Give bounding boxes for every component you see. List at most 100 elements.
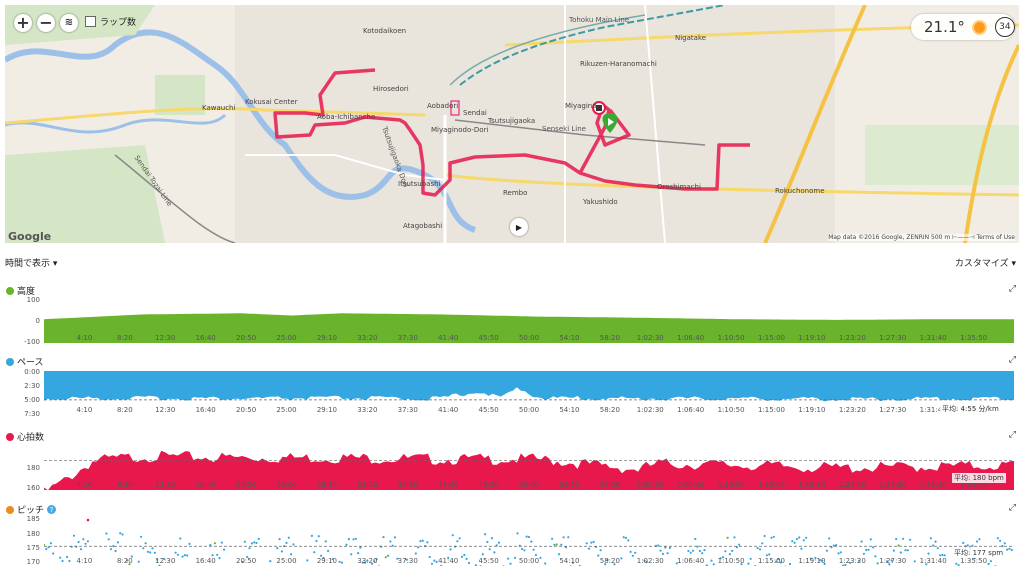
cadence-point bbox=[721, 556, 725, 559]
cadence-point bbox=[860, 540, 863, 543]
help-icon[interactable]: ? bbox=[47, 505, 57, 514]
x-tick-label: 1:02:30 bbox=[637, 406, 664, 414]
x-tick-label: 33:20 bbox=[357, 406, 377, 414]
cadence-point bbox=[387, 554, 390, 557]
google-logo: Google bbox=[8, 230, 52, 243]
x-tick-label: 1:23:20 bbox=[839, 481, 866, 489]
x-tick-label: 16:40 bbox=[196, 334, 216, 342]
cadence-point bbox=[936, 547, 939, 550]
heart-rate-ytick: 160 bbox=[26, 484, 40, 492]
heart-rate-average-label: 平均: 180 bpm bbox=[952, 473, 1006, 483]
cadence-point bbox=[740, 563, 743, 566]
x-tick-label: 50:00 bbox=[519, 334, 539, 342]
elevation-ytick: 100 bbox=[26, 296, 40, 304]
cadence-chart[interactable]: 4:10 8:20 12:30 16:40 20:50 25:00 29:10 33:20 37… bbox=[44, 518, 1014, 566]
cadence-ytick: 185 bbox=[26, 515, 40, 523]
cadence-point bbox=[874, 555, 877, 558]
cadence-point bbox=[966, 544, 969, 547]
zoom-in-button[interactable]: + bbox=[14, 14, 32, 32]
cadence-point bbox=[352, 538, 355, 541]
cadence-point bbox=[139, 535, 143, 538]
cadence-point bbox=[895, 537, 898, 541]
sun-icon bbox=[973, 21, 985, 33]
cadence-point bbox=[66, 555, 69, 559]
cadence-point bbox=[176, 553, 180, 556]
elevation-expand-icon[interactable]: ⤢ bbox=[1008, 284, 1016, 294]
cadence-point bbox=[130, 555, 133, 558]
layers-button[interactable]: ≋ bbox=[60, 14, 78, 32]
cadence-point bbox=[340, 561, 343, 564]
cadence-point bbox=[345, 543, 348, 546]
cadence-panel-title: ピッチ ? bbox=[6, 503, 57, 516]
cadence-point bbox=[962, 541, 965, 544]
cadence-point bbox=[768, 553, 771, 556]
heart-rate-expand-icon[interactable]: ⤢ bbox=[1008, 430, 1016, 440]
cadence-point bbox=[331, 558, 334, 561]
cadence-point bbox=[1006, 548, 1009, 551]
cadence-point bbox=[754, 565, 757, 566]
cadence-point bbox=[560, 543, 563, 546]
cadence-point bbox=[731, 549, 734, 552]
lap-toggle-label: ラップ数 bbox=[100, 18, 137, 28]
cadence-point bbox=[451, 534, 454, 537]
pace-ytick: 0:00 bbox=[24, 368, 40, 376]
layers-icon: ≋ bbox=[64, 17, 74, 28]
cadence-point bbox=[888, 563, 891, 566]
cadence-point bbox=[987, 562, 990, 565]
pace-expand-icon[interactable]: ⤢ bbox=[1008, 355, 1016, 365]
x-tick-label: 33:20 bbox=[357, 334, 377, 342]
zoom-out-button[interactable]: − bbox=[37, 14, 55, 32]
route-map[interactable]: + − ≋ ラップ数 21.1° 34 Kotodaikoen Hirosedo… bbox=[5, 5, 1019, 243]
lap-checkbox[interactable] bbox=[85, 16, 96, 27]
cadence-point bbox=[493, 551, 496, 554]
cadence-point bbox=[458, 537, 461, 540]
cadence-point bbox=[243, 540, 246, 543]
x-tick-label: 45:50 bbox=[478, 334, 498, 342]
x-tick-label: 37:30 bbox=[398, 406, 418, 414]
cadence-point bbox=[290, 553, 293, 556]
heart-rate-dot-icon bbox=[6, 432, 14, 441]
cadence-point bbox=[555, 543, 558, 546]
heart-rate-chart[interactable]: 4:10 8:20 12:30 16:40 20:50 25:00 29:10 33:20 37… bbox=[44, 446, 1014, 490]
x-tick-label: 1:31:40 bbox=[920, 334, 947, 342]
cadence-point bbox=[661, 552, 665, 555]
x-tick-label: 58:20 bbox=[600, 406, 620, 414]
x-tick-label: 20:50 bbox=[236, 481, 256, 489]
cadence-point bbox=[534, 553, 537, 557]
cadence-point bbox=[728, 553, 732, 556]
series-area bbox=[44, 313, 1014, 343]
x-tick-label: 1:10:50 bbox=[718, 557, 745, 565]
lap-toggle[interactable]: ラップ数 bbox=[85, 15, 136, 28]
cadence-point bbox=[532, 548, 535, 551]
cadence-point bbox=[211, 554, 214, 557]
cadence-point bbox=[490, 537, 494, 540]
cadence-point bbox=[530, 540, 533, 543]
cadence-point bbox=[350, 553, 353, 556]
cadence-point bbox=[149, 551, 152, 554]
x-tick-label: 12:30 bbox=[155, 481, 175, 489]
cadence-point bbox=[116, 541, 119, 544]
cadence-point bbox=[460, 555, 464, 558]
play-button[interactable]: ▶ bbox=[510, 218, 528, 236]
cadence-point bbox=[363, 561, 367, 564]
map-attribution[interactable]: Map data ©2016 Google, ZENRIN 500 m ⊢——⊣… bbox=[828, 234, 1015, 241]
cadence-expand-icon[interactable]: ⤢ bbox=[1008, 503, 1016, 513]
cadence-point bbox=[52, 552, 55, 555]
cadence-point bbox=[463, 553, 466, 557]
x-tick-label: 45:50 bbox=[478, 406, 498, 414]
pace-chart[interactable]: 4:10 8:20 12:30 16:40 20:50 25:00 29:10 33:20 37… bbox=[44, 371, 1014, 415]
pace-dot-icon bbox=[6, 357, 14, 366]
cadence-point bbox=[818, 559, 822, 562]
cadence-point bbox=[687, 549, 690, 553]
cadence-point bbox=[664, 546, 667, 549]
elevation-chart[interactable]: 4:10 8:20 12:30 16:40 20:50 25:00 29:10 33:20 37… bbox=[44, 299, 1014, 343]
view-by-dropdown[interactable]: 時間で表示 ▾ bbox=[5, 259, 58, 269]
x-tick-label: 1:35:50 bbox=[960, 334, 987, 342]
x-tick-label: 54:10 bbox=[559, 334, 579, 342]
cadence-point bbox=[507, 557, 510, 560]
place-label: Oroshimachi bbox=[657, 183, 701, 191]
cadence-point bbox=[45, 547, 48, 551]
cadence-point bbox=[703, 549, 706, 552]
cadence-point bbox=[675, 562, 678, 565]
customize-dropdown[interactable]: カスタマイズ ▾ bbox=[954, 259, 1016, 269]
